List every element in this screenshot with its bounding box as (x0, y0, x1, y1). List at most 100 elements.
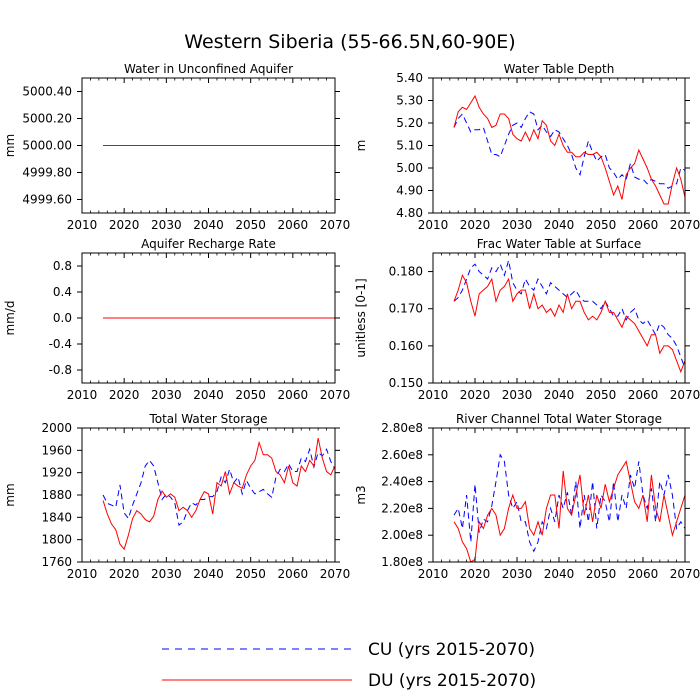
x-tick-label: 2020 (460, 218, 491, 232)
x-tick-label: 2050 (235, 567, 266, 581)
x-tick-label: 2010 (418, 388, 449, 402)
y-axis-label: unitless [0-1] (354, 278, 368, 357)
x-tick-label: 2070 (320, 567, 351, 581)
y-tick-label: 1.80e8 (381, 555, 423, 569)
x-tick-label: 2050 (586, 567, 617, 581)
x-tick-label: 2010 (67, 218, 98, 232)
x-tick-label: 2030 (502, 388, 533, 402)
series-du-line (102, 437, 336, 551)
y-tick-label: 5.10 (396, 139, 423, 153)
x-tick-label: 2040 (193, 567, 224, 581)
y-axis-label: mm/d (3, 300, 17, 335)
x-tick-label: 2050 (586, 218, 617, 232)
y-tick-label: 1880 (41, 488, 72, 502)
x-tick-label: 2060 (628, 218, 659, 232)
y-tick-label: 5000.00 (22, 139, 72, 153)
y-axis-label: m (354, 140, 368, 152)
panel-title: Water Table Depth (504, 62, 615, 76)
panel-title: Water in Unconfined Aquifer (124, 62, 293, 76)
figure-title: Western Siberia (55-66.5N,60-90E) (184, 31, 515, 53)
y-tick-label: 0.4 (53, 285, 72, 299)
x-tick-label: 2040 (544, 388, 575, 402)
x-tick-label: 2070 (670, 218, 700, 232)
y-tick-label: 1800 (41, 533, 72, 547)
x-tick-label: 2050 (586, 388, 617, 402)
legend-du-label: DU (yrs 2015-2070) (368, 671, 536, 691)
x-tick-label: 2040 (193, 218, 224, 232)
x-tick-label: 2020 (109, 218, 140, 232)
y-tick-label: 2.00e8 (381, 528, 423, 542)
x-tick-label: 2060 (278, 388, 309, 402)
series-cu-line (453, 111, 686, 189)
y-tick-label: 0.8 (53, 259, 72, 273)
x-tick-label: 2010 (418, 218, 449, 232)
x-tick-label: 2060 (628, 388, 659, 402)
y-axis-label: mm (3, 134, 17, 157)
y-tick-label: 0.150 (389, 376, 423, 390)
series-cu-line (102, 447, 336, 527)
panels: Water in Unconfined Aquifer mm 2010 2020 203… (3, 62, 700, 581)
panel-1: Water in Unconfined Aquifer mm 2010 2020 203… (3, 62, 350, 232)
x-tick-label: 2070 (320, 388, 351, 402)
panel-title: Aquifer Recharge Rate (141, 237, 276, 251)
x-tick-label: 2060 (278, 218, 309, 232)
y-tick-label: 2.40e8 (381, 475, 423, 489)
x-tick-label: 2060 (278, 567, 309, 581)
y-tick-label: 2.80e8 (381, 421, 423, 435)
panel-title: Total Water Storage (148, 412, 267, 426)
legend-cu-label: CU (yrs 2015-2070) (368, 640, 535, 660)
y-tick-label: 5000.20 (22, 112, 72, 126)
y-tick-label: 2.60e8 (381, 448, 423, 462)
y-tick-label: 2.20e8 (381, 501, 423, 515)
series-du-line (453, 94, 686, 205)
y-tick-label: -0.8 (49, 363, 72, 377)
y-tick-label: 4.90 (396, 184, 423, 198)
x-tick-label: 2050 (235, 218, 266, 232)
legend: CU (yrs 2015-2070) DU (yrs 2015-2070) (162, 640, 536, 691)
y-tick-label: 1840 (41, 510, 72, 524)
x-tick-label: 2030 (502, 218, 533, 232)
x-tick-label: 2070 (670, 388, 700, 402)
y-tick-label: 5000.40 (22, 85, 72, 99)
y-tick-label: -0.4 (49, 337, 72, 351)
y-tick-label: 0.180 (389, 265, 423, 279)
y-tick-label: 4999.60 (22, 193, 72, 207)
x-tick-label: 2020 (460, 388, 491, 402)
x-tick-label: 2040 (193, 388, 224, 402)
series-cu-line (453, 453, 686, 553)
series-du-line (453, 274, 686, 374)
x-tick-label: 2050 (235, 388, 266, 402)
y-tick-label: 1760 (41, 555, 72, 569)
x-tick-label: 2010 (418, 567, 449, 581)
panel-title: River Channel Total Water Storage (456, 412, 662, 426)
panel-3: Aquifer Recharge Rate mm/d 2010 2020 2030 204… (3, 237, 350, 402)
x-tick-label: 2020 (109, 388, 140, 402)
panel-4: Frac Water Table at Surface unitless [0-1… (354, 237, 700, 402)
x-tick-label: 2040 (544, 567, 575, 581)
panel-title: Frac Water Table at Surface (477, 237, 641, 251)
x-tick-label: 2060 (628, 567, 659, 581)
panel-2: Water Table Depth m 2010 2020 2030 2040 2050 20… (354, 62, 700, 232)
y-tick-label: 0.170 (389, 302, 423, 316)
x-tick-label: 2040 (544, 218, 575, 232)
x-tick-label: 2030 (151, 218, 182, 232)
y-tick-label: 5.20 (396, 116, 423, 130)
x-tick-label: 2030 (151, 567, 182, 581)
y-tick-label: 2000 (41, 421, 72, 435)
y-tick-label: 1960 (41, 443, 72, 457)
x-tick-label: 2070 (320, 218, 351, 232)
x-tick-label: 2070 (670, 567, 700, 581)
x-tick-label: 2030 (151, 388, 182, 402)
y-tick-label: 1920 (41, 466, 72, 480)
x-tick-label: 2020 (460, 567, 491, 581)
y-tick-label: 0.0 (53, 311, 72, 325)
y-tick-label: 5.00 (396, 161, 423, 175)
series-du-line (453, 460, 686, 563)
y-tick-label: 0.160 (389, 339, 423, 353)
y-tick-label: 5.40 (396, 71, 423, 85)
panel-6: River Channel Total Water Storage m3 2010 2… (354, 412, 700, 581)
x-tick-label: 2010 (67, 388, 98, 402)
y-axis-label: mm (3, 483, 17, 506)
